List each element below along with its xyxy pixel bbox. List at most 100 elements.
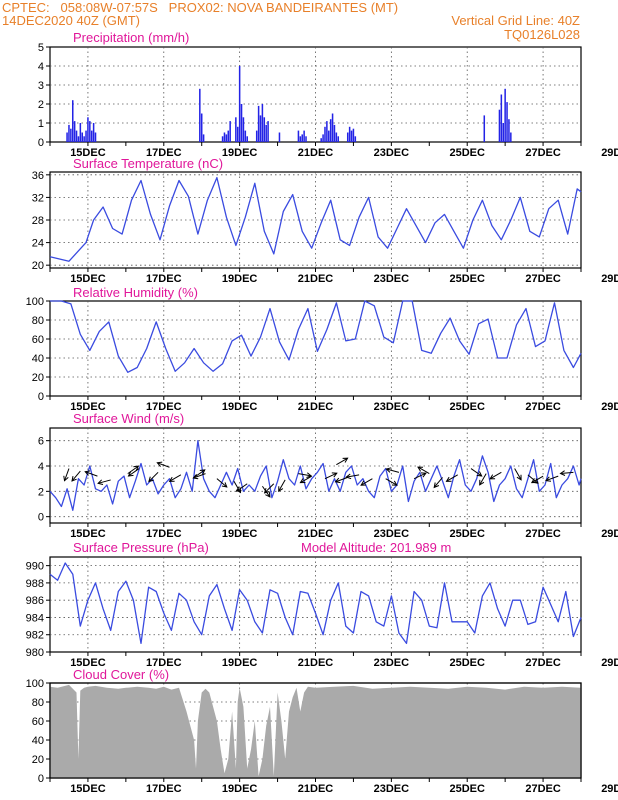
precip-xtick-label: 29DEC [601, 147, 618, 159]
wind-xtick-label: 29DEC [601, 528, 618, 540]
precip-ytick-label: 5 [38, 42, 44, 54]
precip-bar [510, 132, 512, 142]
precip-bar [348, 126, 351, 142]
wind-arrow-head [71, 476, 77, 482]
wind-arrow-head [331, 472, 338, 478]
precip-bar [350, 130, 353, 142]
precip-bar [328, 130, 330, 142]
rh-ytick-label: 0 [38, 391, 44, 403]
precip-bar [261, 104, 264, 142]
wind-arrow-shaft [97, 479, 111, 484]
precip-bar [70, 128, 72, 142]
precip-bar [337, 136, 340, 142]
wind-arrow-shaft [446, 474, 458, 482]
pres-annotation: Model Altitude: 201.989 m [301, 540, 451, 555]
wind-arrow-head [445, 476, 452, 482]
wind-arrow-shaft [157, 462, 170, 468]
wind-arrow-head [360, 480, 367, 486]
wind-arrow-shaft [278, 479, 286, 492]
rh-xtick-label: 17DEC [146, 401, 182, 413]
precip-ytick-label: 4 [38, 61, 44, 73]
precip-bar [246, 136, 248, 142]
precip-bar [200, 113, 203, 142]
wind-arrow-head [385, 467, 392, 473]
wind-arrow-head [265, 491, 271, 498]
wind-arrow-head [97, 479, 104, 485]
temp-xtick-label: 21DEC [298, 273, 334, 285]
wind-arrow-head [342, 457, 349, 463]
temp-xtick-label: 25DEC [449, 273, 485, 285]
wind-arrow-head [476, 471, 483, 477]
wind-xtick-label: 15DEC [70, 528, 106, 540]
precip-ytick-label: 3 [38, 80, 44, 92]
precip-bar [508, 119, 510, 142]
precip-bar [257, 105, 260, 142]
wind-ytick-label: 0 [38, 512, 44, 524]
cloud-ytick-label: 20 [32, 754, 44, 766]
precip-bar [259, 115, 262, 142]
rh-ytick-label: 40 [32, 353, 44, 365]
wind-arrow-shaft [169, 474, 182, 482]
pres-series-line [49, 562, 582, 645]
rh-xtick-label: 25DEC [449, 401, 485, 413]
wind-arrow-head [221, 482, 228, 488]
cloud-xtick-label: 23DEC [374, 783, 410, 795]
temp-ytick-label: 24 [32, 238, 44, 250]
wind-arrow-head [420, 472, 427, 478]
precip-bar [305, 136, 307, 142]
cloud-xtick-label: 19DEC [222, 783, 258, 795]
precip-bar [320, 138, 322, 142]
pres-xtick-label: 21DEC [298, 657, 334, 669]
precip-bar [238, 66, 241, 142]
precip-bar [299, 136, 302, 142]
precip-bar [79, 123, 82, 142]
temp-panel-title: Surface Temperature (nC) [73, 156, 223, 171]
cloud-xtick-label: 29DEC [601, 783, 618, 795]
rh-xtick-label: 21DEC [298, 401, 334, 413]
wind-ytick-label: 4 [38, 461, 44, 473]
precip-bar [66, 132, 68, 142]
wind-xtick-label: 27DEC [525, 528, 561, 540]
precip-bar [71, 100, 74, 142]
cloud-xtick-label: 15DEC [70, 783, 106, 795]
wind-arrow-shaft [324, 472, 337, 480]
pres-ytick-label: 980 [26, 647, 44, 659]
precip-ytick-label: 2 [38, 99, 44, 111]
pres-ytick-label: 990 [26, 561, 44, 573]
temp-ytick-label: 20 [32, 260, 44, 272]
wind-arrow-head [235, 486, 242, 492]
wind-arrow-shaft [128, 468, 140, 477]
wind-arrow-head [199, 469, 206, 475]
wind-arrow-shaft [193, 473, 206, 479]
precip-panel-title: Precipitation (mm/h) [73, 30, 189, 45]
pres-xtick-label: 15DEC [70, 657, 106, 669]
wind-arrow-shaft [193, 469, 206, 478]
wind-arrow-head [489, 474, 496, 480]
rh-panel-title: Relative Humidity (%) [73, 285, 198, 300]
pres-xtick-label: 17DEC [146, 657, 182, 669]
precip-bar [240, 104, 243, 142]
precip-bar [352, 128, 355, 142]
precip-xtick-label: 19DEC [222, 147, 258, 159]
wind-arrow-shaft [335, 476, 348, 483]
header-model-id: TQ0126L028 [504, 27, 580, 42]
precip-bar [202, 134, 205, 142]
precip-bar [346, 132, 349, 142]
wind-arrow-head [516, 474, 522, 481]
cloud-xtick-label: 21DEC [298, 783, 334, 795]
wind-arrow-shaft [71, 470, 81, 482]
wind-xtick-label: 25DEC [449, 528, 485, 540]
precip-xtick-label: 25DEC [449, 147, 485, 159]
wind-arrow-shaft [560, 471, 574, 474]
temp-ytick-label: 32 [32, 192, 44, 204]
rh-xtick-label: 23DEC [374, 401, 410, 413]
wind-arrow-shaft [148, 471, 159, 482]
wind-panel-title: Surface Wind (m/s) [73, 411, 184, 426]
wind-arrow-head [278, 486, 284, 493]
wind-arrow-head [559, 470, 566, 476]
precip-bar [73, 121, 76, 142]
precip-bar [278, 132, 281, 142]
precip-bar [297, 130, 300, 142]
pres-xtick-label: 29DEC [601, 657, 618, 669]
precip-bar [329, 119, 332, 142]
